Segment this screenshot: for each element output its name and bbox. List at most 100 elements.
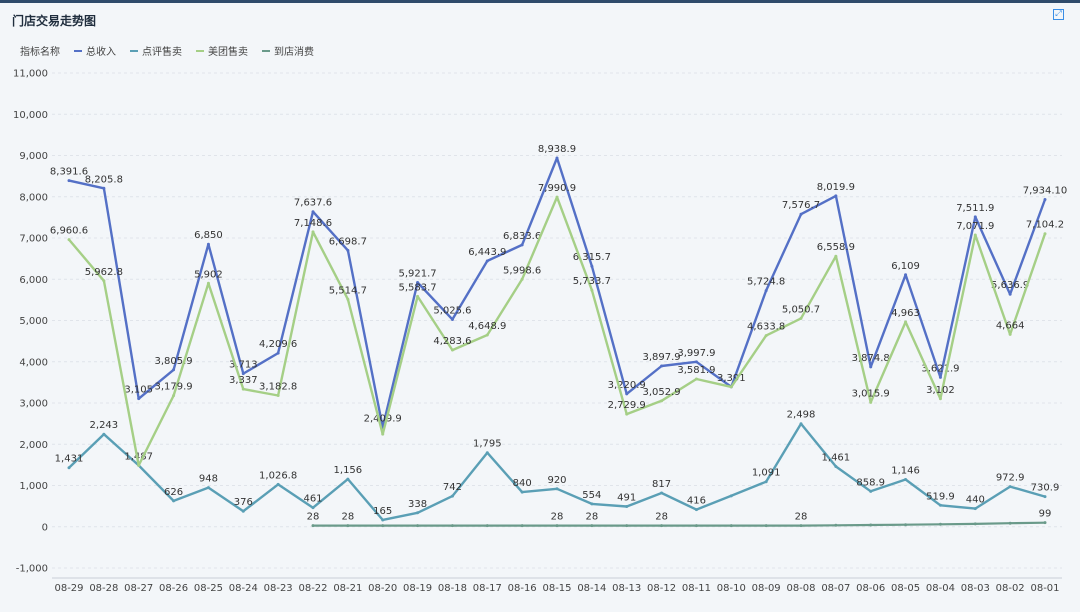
data-label: 972.9 [996, 473, 1025, 484]
data-label: 1,487 [124, 451, 153, 462]
data-point [938, 397, 942, 401]
data-point [311, 524, 315, 528]
data-label: 3,874.8 [852, 353, 890, 364]
data-point [241, 372, 245, 376]
y-tick-label: 9,000 [19, 151, 48, 162]
data-point [1043, 197, 1047, 201]
x-tick-label: 08-12 [647, 583, 676, 594]
legend-item-meituan[interactable]: 美团售卖 [196, 43, 248, 58]
data-label: 3,220.9 [608, 380, 646, 391]
data-point [102, 186, 106, 190]
data-label: 817 [652, 479, 671, 490]
x-tick-label: 08-20 [368, 583, 397, 594]
x-tick-label: 08-18 [438, 583, 467, 594]
x-tick-label: 08-03 [961, 583, 990, 594]
data-point [625, 504, 629, 508]
data-label: 28 [551, 512, 564, 523]
data-point [555, 195, 559, 199]
data-label: 8,391.6 [50, 167, 88, 178]
data-point [206, 242, 210, 246]
x-tick-label: 08-21 [333, 583, 362, 594]
x-tick-label: 08-17 [473, 583, 502, 594]
data-point [1043, 232, 1047, 236]
data-point [381, 524, 385, 528]
data-label: 3,105 [124, 385, 153, 396]
x-tick-label: 08-23 [264, 583, 293, 594]
x-tick-label: 08-24 [229, 583, 258, 594]
legend-item-dianping[interactable]: 点评售卖 [130, 43, 182, 58]
data-point [67, 466, 71, 470]
x-tick-label: 08-22 [298, 583, 327, 594]
data-label: 7,637.6 [294, 198, 332, 209]
legend-item-instore[interactable]: 到店消费 [262, 43, 314, 58]
data-label: 28 [307, 512, 320, 523]
y-tick-label: 5,000 [19, 316, 48, 327]
data-point [555, 156, 559, 160]
data-point [346, 248, 350, 252]
data-label: 8,938.9 [538, 144, 576, 155]
data-point [973, 522, 977, 526]
data-point [311, 230, 315, 234]
data-point [729, 494, 733, 498]
data-label: 376 [234, 497, 253, 508]
data-point [555, 487, 559, 491]
data-point [834, 523, 838, 527]
x-tick-label: 08-09 [752, 583, 781, 594]
x-tick-label: 08-05 [891, 583, 920, 594]
data-label: 5,921.7 [398, 268, 436, 279]
data-point [764, 480, 768, 484]
data-point [276, 393, 280, 397]
x-tick-label: 08-16 [508, 583, 537, 594]
data-label: 5,514.7 [329, 285, 367, 296]
data-point [520, 243, 524, 247]
data-point [590, 524, 594, 528]
data-point [799, 524, 803, 528]
data-point [102, 432, 106, 436]
data-point [660, 524, 664, 528]
data-label: 3,897.9 [642, 352, 680, 363]
x-tick-label: 08-06 [856, 583, 885, 594]
legend-item-total[interactable]: 总收入 [74, 43, 116, 58]
data-label: 7,148.6 [294, 218, 332, 229]
data-label: 5,636.9 [991, 280, 1029, 291]
data-label: 7,104.2 [1026, 220, 1064, 231]
legend-label: 指标名称 [20, 47, 60, 58]
data-point [694, 524, 698, 528]
data-point [485, 524, 489, 528]
x-tick-label: 08-02 [996, 583, 1025, 594]
data-label: 6,960.6 [50, 226, 88, 237]
data-point [590, 264, 594, 268]
data-label: 6,558.9 [817, 242, 855, 253]
data-point [450, 524, 454, 528]
data-label: 4,209.6 [259, 339, 297, 350]
y-tick-label: 8,000 [19, 192, 48, 203]
data-point [834, 464, 838, 468]
data-label: 920 [547, 475, 566, 486]
y-tick-label: 1,000 [19, 481, 48, 492]
y-tick-label: -1,000 [16, 564, 48, 575]
data-point [172, 368, 176, 372]
x-tick-label: 08-13 [612, 583, 641, 594]
data-point [276, 482, 280, 486]
data-label: 28 [585, 512, 598, 523]
data-point [520, 524, 524, 528]
data-label: 165 [373, 506, 392, 517]
data-label: 28 [341, 512, 354, 523]
data-label: 1,091 [752, 468, 781, 479]
expand-icon[interactable]: ⤢ [1053, 9, 1064, 20]
data-label: 461 [303, 494, 322, 505]
data-point [311, 506, 315, 510]
data-point [694, 377, 698, 381]
data-point [450, 348, 454, 352]
y-tick-label: 6,000 [19, 275, 48, 286]
data-label: 5,025.6 [433, 305, 471, 316]
x-tick-label: 08-26 [159, 583, 188, 594]
data-label: 8,019.9 [817, 182, 855, 193]
series-line-4 [313, 521, 1046, 527]
data-label: 6,109 [891, 261, 920, 272]
data-point [973, 507, 977, 511]
x-tick-label: 08-08 [786, 583, 815, 594]
data-label: 3,337 [229, 375, 258, 386]
line-chart: -1,000 0 1,000 2,000 3,000 4,000 5,000 6,000 7,0… [13, 69, 1067, 595]
data-label: 5,902 [194, 269, 223, 280]
